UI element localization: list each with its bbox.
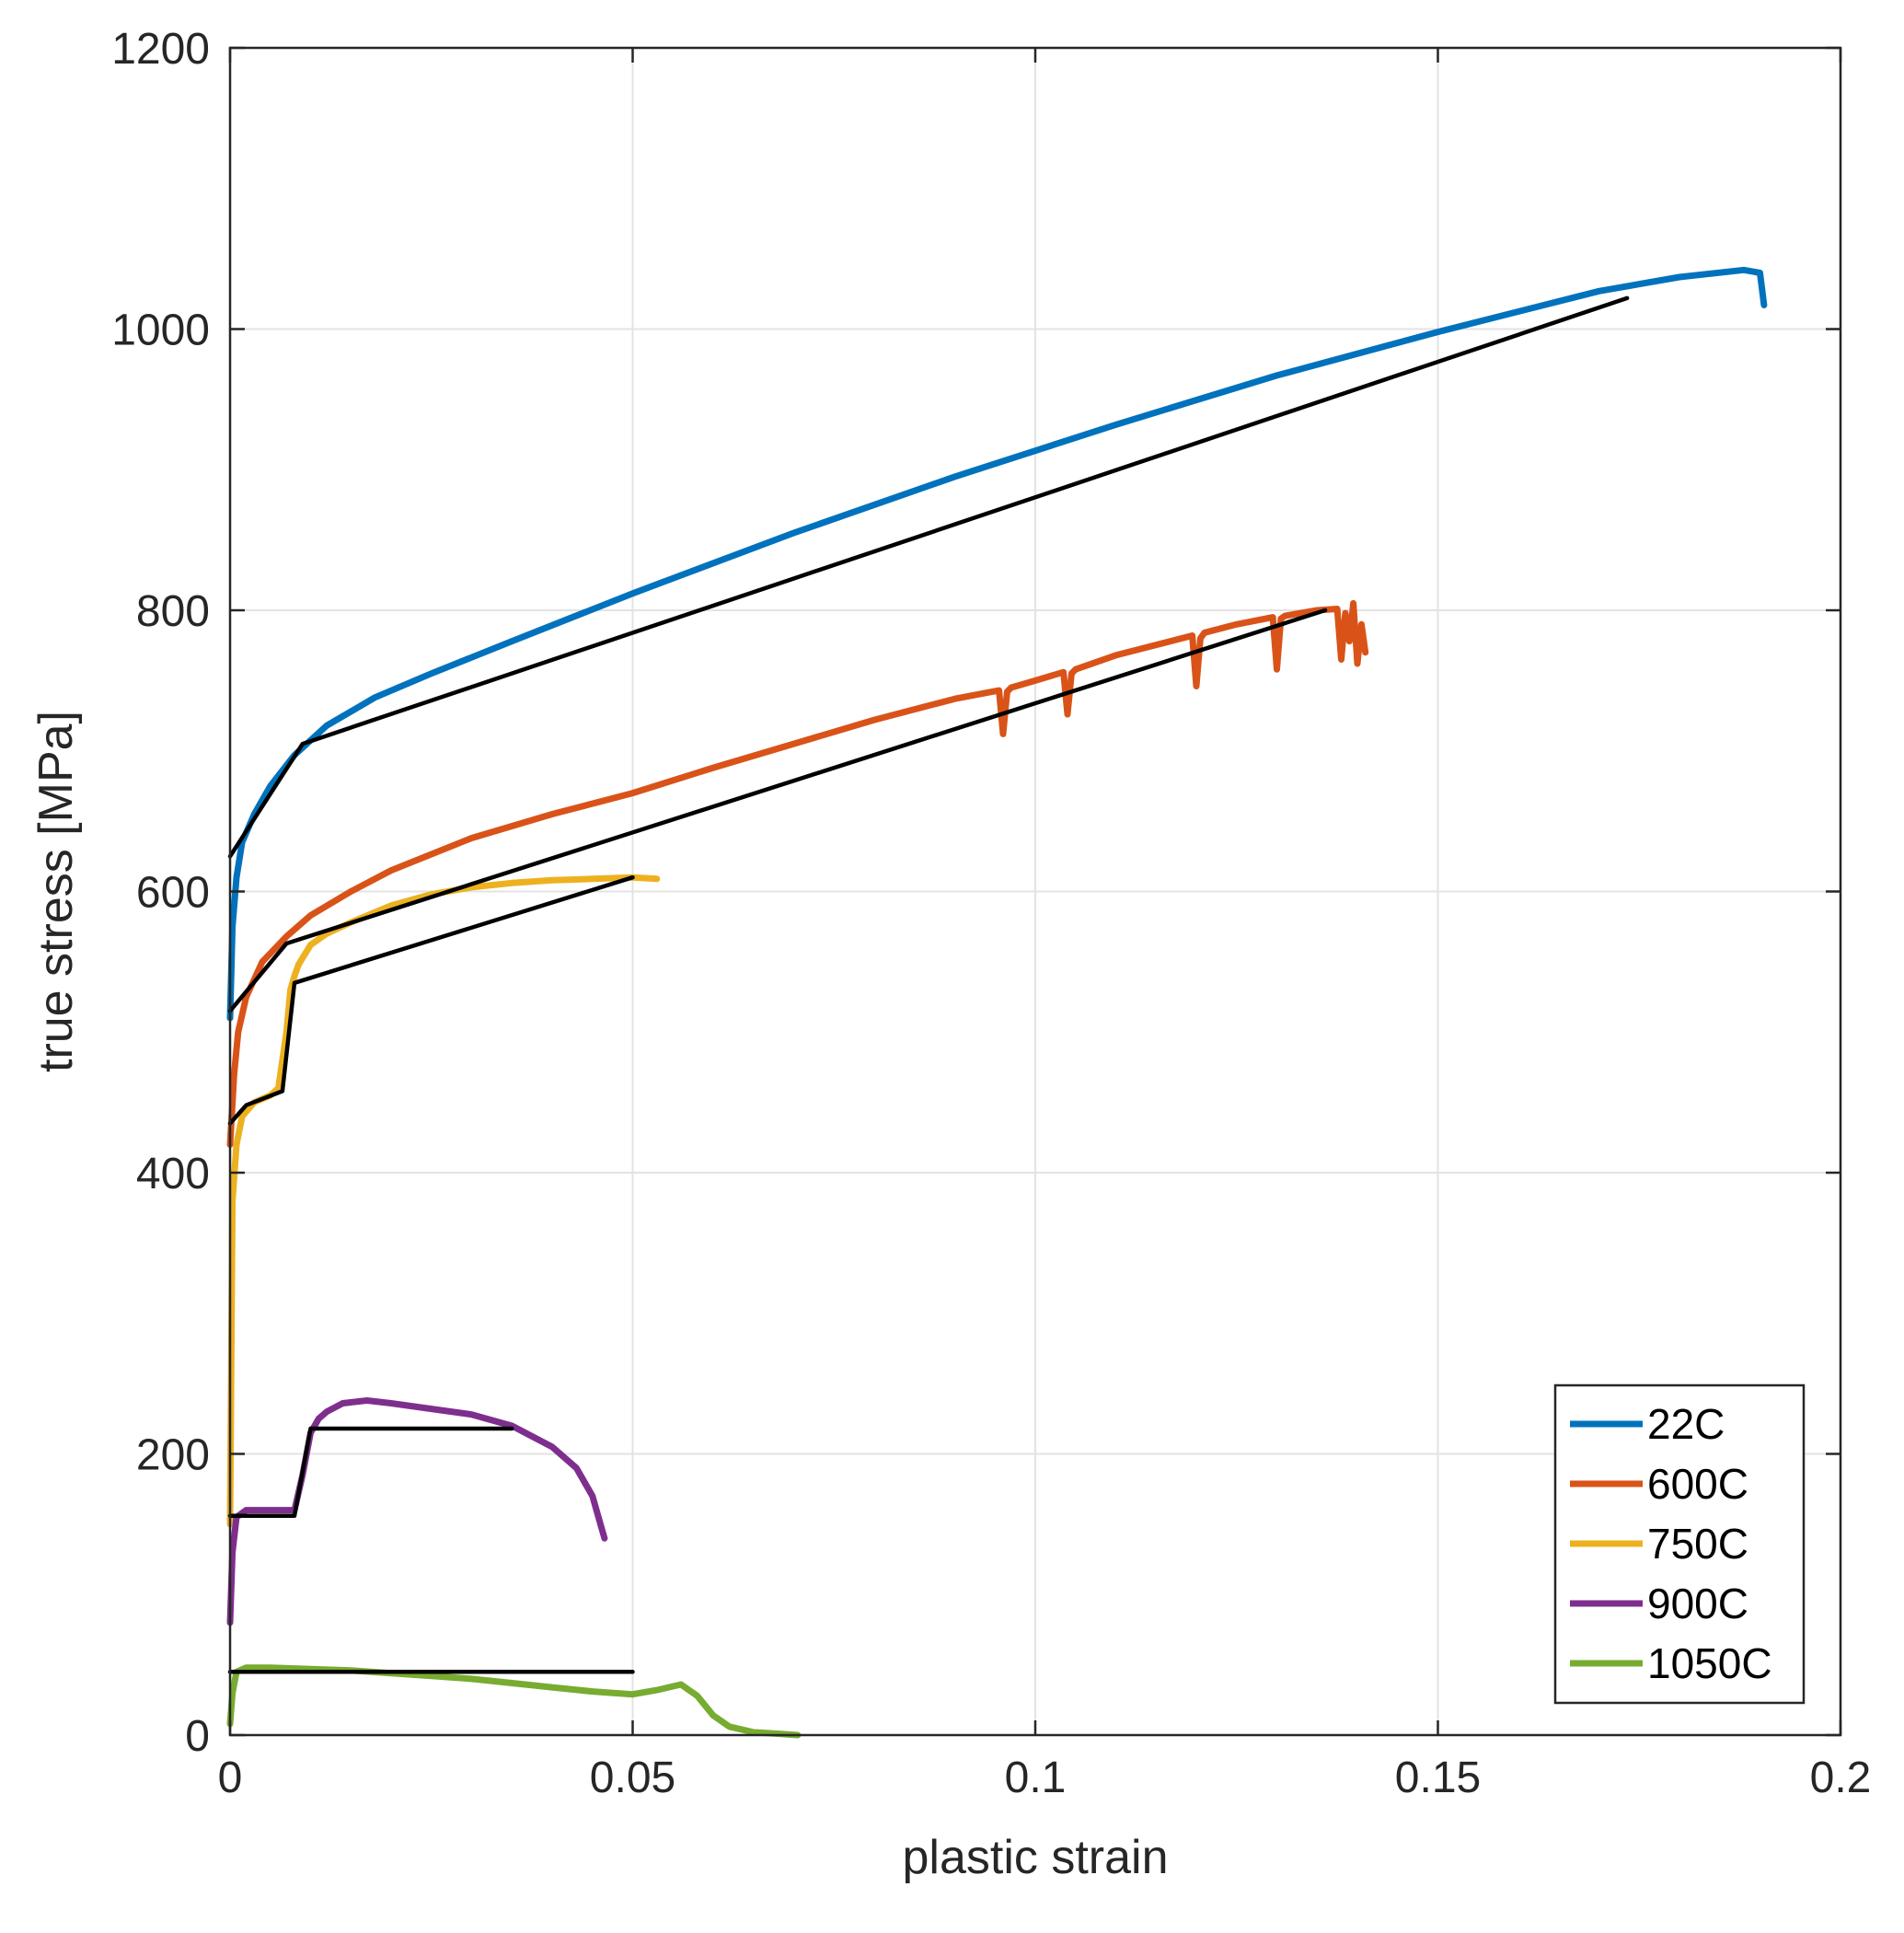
series-line-900C xyxy=(226,1397,608,1626)
y-axis-title: true stress [MPa] xyxy=(29,711,83,1072)
legend-label-600C[interactable]: 600C xyxy=(1647,1460,1748,1508)
y-tick-label: 0 xyxy=(185,1712,210,1761)
y-tick-label: 1200 xyxy=(111,25,210,74)
axes xyxy=(228,46,1842,1737)
series-line-fit-22C xyxy=(227,295,1630,859)
series-line-1050C xyxy=(226,1664,802,1739)
legend[interactable]: 22C 600C 750C 900C 1050C xyxy=(1553,1383,1806,1705)
x-axis-title: plastic strain xyxy=(903,1831,1169,1884)
series-line-fit-900C xyxy=(227,1426,514,1518)
series-line-750C xyxy=(226,874,661,1528)
legend-label-1050C[interactable]: 1050C xyxy=(1647,1639,1772,1687)
legend-label-900C[interactable]: 900C xyxy=(1647,1580,1748,1627)
y-tick-label: 1000 xyxy=(111,307,210,355)
x-tick-label: 0.1 xyxy=(1005,1754,1067,1802)
x-tick-label: 0 xyxy=(218,1754,243,1802)
x-tick-label: 0.05 xyxy=(590,1754,675,1802)
series-line-fit-600C xyxy=(227,608,1328,1013)
x-tick-label: 0.15 xyxy=(1395,1754,1481,1802)
data-series xyxy=(226,266,1768,1739)
grid-lines xyxy=(229,47,1841,1736)
x-tick-label: 0.2 xyxy=(1810,1754,1872,1802)
series-line-fit-750C xyxy=(227,874,635,1126)
y-tick-label: 800 xyxy=(136,587,210,636)
y-tick-label: 400 xyxy=(136,1150,210,1198)
y-tick-label: 600 xyxy=(136,869,210,918)
y-tick-label: 200 xyxy=(136,1431,210,1480)
tick-labels: 0 0.05 0.1 0.15 0.2 0 200 400 600 800 1000 1200 xyxy=(111,25,1871,1802)
legend-label-22C[interactable]: 22C xyxy=(1647,1400,1725,1448)
legend-label-750C[interactable]: 750C xyxy=(1647,1520,1748,1568)
